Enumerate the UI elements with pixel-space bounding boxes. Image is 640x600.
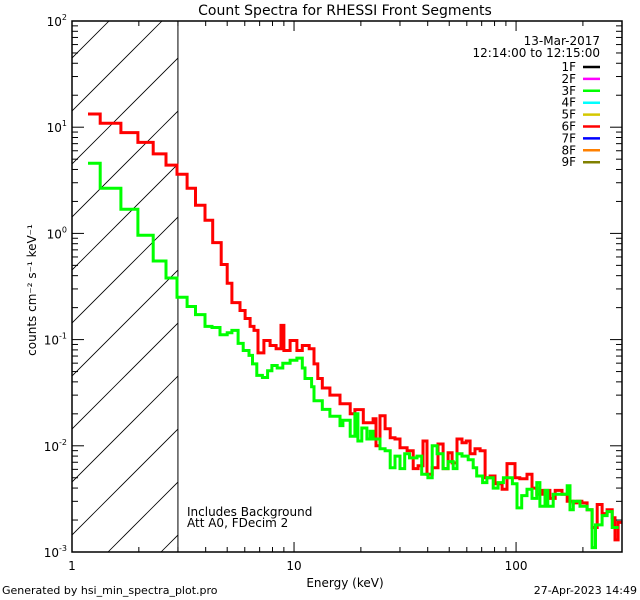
x-tick-label: 1 — [68, 559, 76, 573]
legend-item-8F: 8F — [561, 143, 600, 157]
series-6F — [88, 112, 622, 542]
legend-item-1F: 1F — [561, 60, 600, 74]
footer-timestamp: 27-Apr-2023 14:49 — [534, 584, 637, 597]
hatch-line — [72, 21, 110, 59]
hatch-line — [0, 0, 125, 552]
date-label: 13-Mar-2017 — [524, 34, 600, 48]
y-tick-label: 100 — [47, 225, 67, 241]
hatch-line — [107, 481, 178, 552]
footer-generated-by: Generated by hsi_min_spectra_plot.pro — [2, 584, 218, 597]
hatch-line — [72, 375, 178, 483]
legend-item-7F: 7F — [561, 131, 600, 145]
legend-label: 6F — [561, 120, 576, 134]
legend-label: 3F — [561, 84, 576, 98]
legend-label: 1F — [561, 60, 576, 74]
y-tick-label: 102 — [47, 13, 67, 29]
y-axis-label: counts cm⁻² s⁻¹ keV⁻¹ — [25, 224, 39, 356]
legend-item-9F: 9F — [561, 155, 600, 169]
chart-title: Count Spectra for RHESSI Front Segments — [198, 3, 492, 19]
legend-label: 5F — [561, 108, 576, 122]
legend-label: 2F — [561, 72, 576, 86]
y-tick-label: 10-2 — [44, 438, 67, 454]
legend-item-6F: 6F — [561, 120, 600, 134]
hatch-line — [72, 216, 178, 324]
legend-label: 8F — [561, 143, 576, 157]
x-axis-label: Energy (keV) — [306, 576, 383, 590]
legend-label: 9F — [561, 155, 576, 169]
y-tick-label: 101 — [47, 119, 67, 135]
legend-item-2F: 2F — [561, 72, 600, 86]
annotation-background: Includes Background — [187, 505, 312, 519]
time-range-label: 12:14:00 to 12:15:00 — [473, 46, 600, 60]
y-tick-label: 10-1 — [44, 332, 67, 348]
plot-frame — [71, 20, 623, 553]
hatch-line — [72, 322, 178, 430]
hatch-line — [72, 428, 178, 536]
hatch-line — [72, 57, 178, 165]
series-3F — [88, 161, 619, 550]
hatch-line — [72, 110, 178, 218]
legend-item-3F: 3F — [561, 84, 600, 98]
annotation-attenuator: Att A0, FDecim 2 — [187, 516, 288, 530]
legend-item-5F: 5F — [561, 108, 600, 122]
x-tick-label: 100 — [505, 559, 528, 573]
legend-label: 7F — [561, 131, 576, 145]
legend-item-4F: 4F — [561, 96, 600, 110]
excluded-energy-hatch — [0, 0, 178, 552]
hatch-line — [72, 163, 178, 271]
y-tick-label: 10-3 — [44, 544, 67, 560]
x-tick-label: 10 — [286, 559, 301, 573]
legend-label: 4F — [561, 96, 576, 110]
hatch-line — [72, 21, 163, 112]
